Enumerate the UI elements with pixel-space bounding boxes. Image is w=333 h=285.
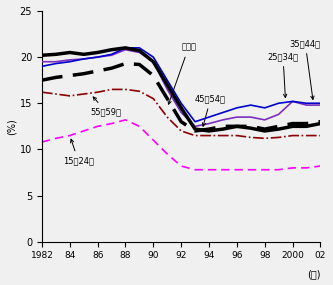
Text: 35〜44歳: 35〜44歳: [290, 39, 321, 99]
Text: 年齢計: 年齢計: [168, 43, 196, 104]
Text: 45〜54歳: 45〜54歳: [195, 94, 226, 126]
Y-axis label: (%): (%): [7, 118, 17, 135]
Text: 55〜59歳: 55〜59歳: [91, 97, 122, 116]
Text: 15〜24歳: 15〜24歳: [63, 139, 94, 165]
Text: 25〜34歳: 25〜34歳: [267, 52, 299, 97]
Text: (年): (年): [307, 269, 320, 279]
